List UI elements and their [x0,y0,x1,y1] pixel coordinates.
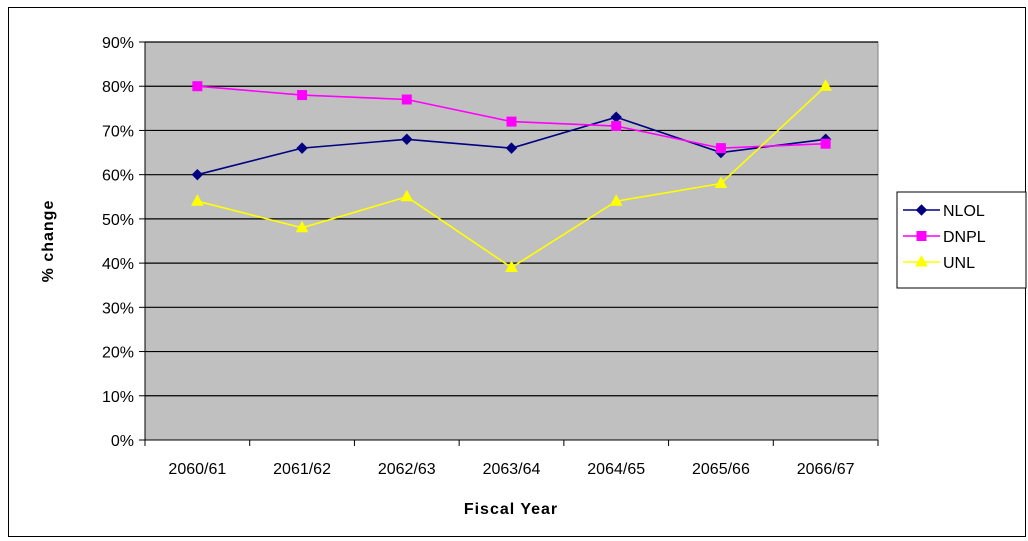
y-tick-label: 80% [102,79,134,96]
legend-marker [915,254,928,267]
data-point-nlol [296,142,308,154]
data-point-nlol [191,168,204,181]
y-tick-label: 40% [102,256,134,273]
y-tick-label: 0% [111,433,134,450]
data-point-dnpl [820,138,831,149]
data-point-dnpl [297,90,308,101]
series-layer [191,79,832,273]
series-unl [191,79,832,273]
data-point-dnpl [506,116,517,127]
data-point-dnpl [715,143,726,154]
x-tick-label: 2066/67 [797,461,855,478]
data-point-unl [819,79,832,91]
y-tick-label: 10% [102,389,134,406]
legend-marker [915,204,928,216]
x-tick-label: 2065/66 [692,461,750,478]
data-point-unl [191,194,204,206]
x-axis: 2060/61 2061/62 2062/63 2063/64 2064/65 2065/… [144,439,879,478]
data-point-unl [609,194,623,206]
x-tick-label: 2060/61 [168,461,226,478]
data-point-nlol [401,133,413,145]
data-point-unl [505,260,518,273]
x-tick-label: 2064/65 [587,461,645,478]
data-point-dnpl [611,121,622,132]
legend-label: DNPL [943,229,986,246]
y-tick-label: 70% [102,123,134,140]
y-axis-title: % change [40,200,57,283]
legend-marker [916,231,927,241]
data-point-dnpl [401,94,412,105]
data-point-unl [714,176,728,189]
x-axis-title: Fiscal Year [464,501,558,518]
legend-entry-dnpl: DNPL [903,229,986,246]
y-axis: 0% 10% 20% 30% 40% 50% 60% 70% 80% 90% [102,35,146,450]
legend-entry-nlol: NLOL [903,203,985,220]
data-point-unl [295,220,309,233]
legend-label: UNL [943,255,975,272]
data-point-nlol [505,142,518,154]
legend-entry-unl: UNL [903,254,975,272]
plot-area [144,41,879,441]
x-tick-label: 2063/64 [483,461,541,478]
x-tick-label: 2062/63 [378,461,436,478]
y-tick-label: 50% [102,212,134,229]
y-tick-label: 20% [102,345,134,362]
y-tick-label: 60% [102,168,134,185]
series-dnpl [192,81,831,154]
y-tick-label: 30% [102,300,134,317]
legend: NLOL DNPL UNL [896,191,1027,289]
x-tick-label: 2061/62 [273,461,331,478]
grid-lines [145,41,878,397]
data-point-unl [400,189,414,202]
y-tick-label: 90% [102,35,134,52]
data-point-dnpl [192,81,203,92]
legend-label: NLOL [943,203,985,220]
